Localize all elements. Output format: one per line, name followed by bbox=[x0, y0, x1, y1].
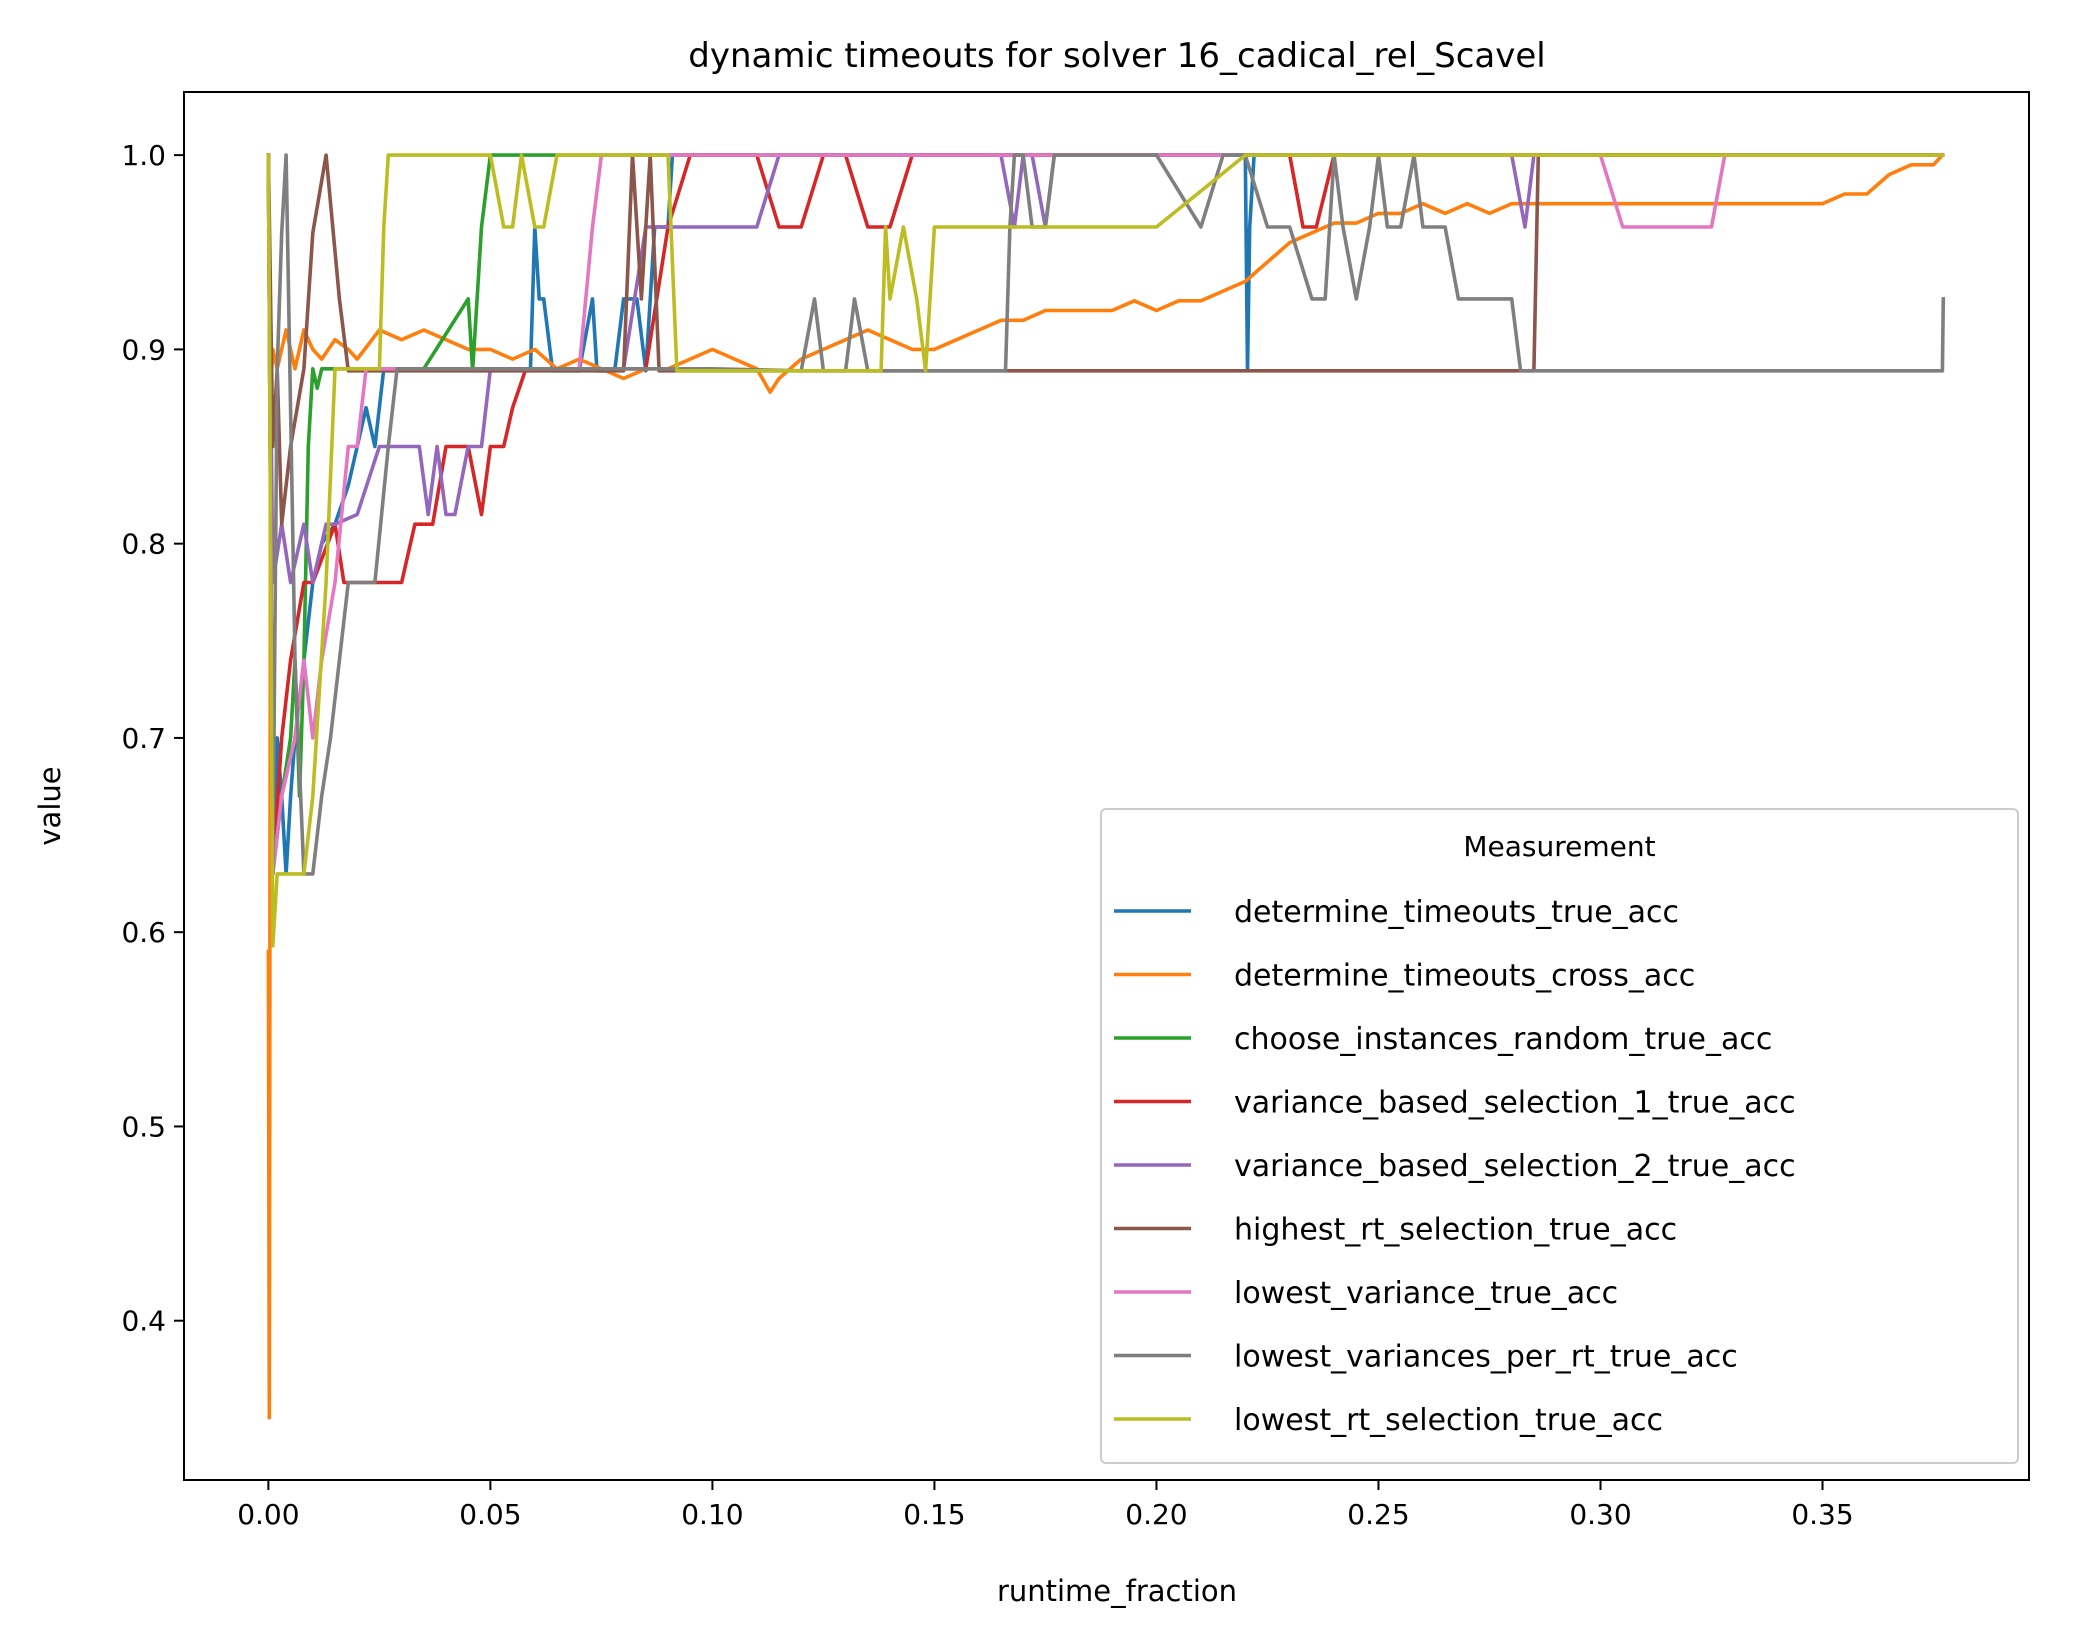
y-tick-label: 0.4 bbox=[121, 1305, 166, 1338]
y-tick-label: 0.6 bbox=[121, 916, 166, 949]
x-tick-label: 0.35 bbox=[1791, 1498, 1853, 1531]
legend-label-choose_instances_random_true_acc: choose_instances_random_true_acc bbox=[1234, 1022, 1772, 1057]
y-tick-label: 0.9 bbox=[121, 333, 166, 366]
x-tick-label: 0.20 bbox=[1125, 1498, 1187, 1531]
series-line-highest_rt_selection_true_acc bbox=[266, 153, 1945, 527]
y-axis-label: value bbox=[33, 766, 67, 845]
legend-label-variance_based_selection_2_true_acc: variance_based_selection_2_true_acc bbox=[1234, 1149, 1796, 1184]
legend-label-determine_timeouts_cross_acc: determine_timeouts_cross_acc bbox=[1234, 959, 1695, 994]
y-tick-label: 0.7 bbox=[121, 722, 166, 755]
series-line-determine_timeouts_cross_acc bbox=[266, 152, 1945, 1420]
x-tick-label: 0.30 bbox=[1569, 1498, 1631, 1531]
series-line-lowest_rt_selection_true_acc bbox=[266, 153, 1945, 948]
y-tick-label: 1.0 bbox=[121, 139, 166, 172]
legend-label-lowest_rt_selection_true_acc: lowest_rt_selection_true_acc bbox=[1234, 1403, 1663, 1438]
legend-label-lowest_variances_per_rt_true_acc: lowest_variances_per_rt_true_acc bbox=[1234, 1340, 1738, 1375]
x-tick-label: 0.10 bbox=[681, 1498, 743, 1531]
x-tick-label: 0.15 bbox=[903, 1498, 965, 1531]
series-layer bbox=[266, 152, 1946, 1420]
series-line-lowest_variances_per_rt_true_acc bbox=[266, 153, 1946, 876]
legend-box bbox=[1100, 808, 2019, 1464]
y-tick-label: 0.5 bbox=[121, 1110, 166, 1143]
x-axis: 0.00 0.05 0.10 0.15 0.20 0.25 0.30 0.35 bbox=[237, 1480, 1854, 1531]
y-tick-label: 0.8 bbox=[121, 528, 166, 561]
plot-frame bbox=[183, 91, 2030, 1481]
x-tick-label: 0.00 bbox=[237, 1498, 299, 1531]
legend-label-highest_rt_selection_true_acc: highest_rt_selection_true_acc bbox=[1234, 1213, 1677, 1248]
x-axis-label: runtime_fraction bbox=[997, 1574, 1237, 1608]
legend-label-variance_based_selection_1_true_acc: variance_based_selection_1_true_acc bbox=[1234, 1086, 1796, 1121]
legend-title: Measurement bbox=[1463, 830, 1655, 863]
series-line-lowest_variance_true_acc bbox=[266, 153, 1945, 876]
legend: Measurement determine_timeouts_true_accd… bbox=[1100, 808, 2019, 1464]
x-tick-label: 0.05 bbox=[459, 1498, 521, 1531]
x-tick-label: 0.25 bbox=[1347, 1498, 1409, 1531]
legend-entries: determine_timeouts_true_acc determine_tim… bbox=[1114, 895, 1796, 1438]
legend-label-determine_timeouts_true_acc: determine_timeouts_true_acc bbox=[1234, 895, 1679, 930]
plot-area bbox=[183, 91, 2030, 1481]
y-axis: 0.4 0.5 0.6 0.7 0.8 0.9 1.0 bbox=[121, 139, 184, 1338]
chart-title: dynamic timeouts for solver 16_cadical_r… bbox=[688, 36, 1546, 76]
legend-label-lowest_variance_true_acc: lowest_variance_true_acc bbox=[1234, 1276, 1618, 1311]
